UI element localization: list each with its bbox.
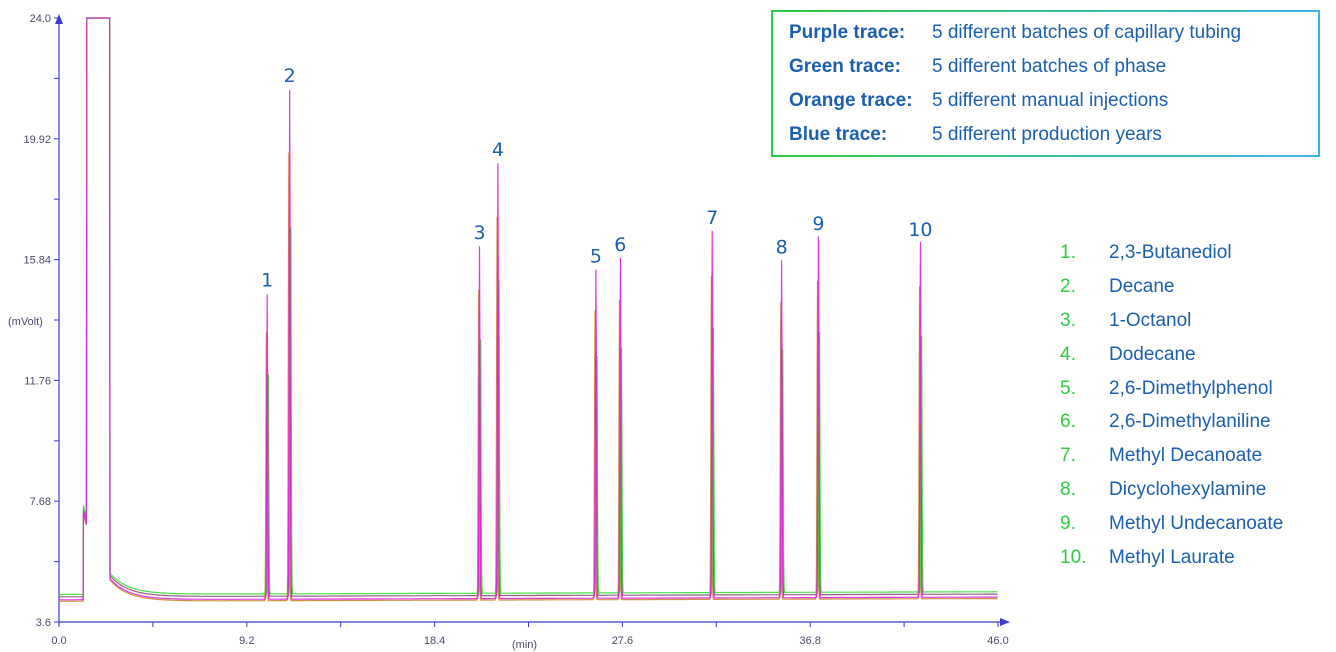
legend-row: Purple trace: 5 different batches of cap… [789, 22, 1318, 56]
x-tick-label: 18.4 [424, 635, 445, 647]
compound-number: 6. [1060, 411, 1076, 433]
compound-name: Methyl Decanoate [1109, 445, 1263, 467]
compound-name: Methyl Laurate [1109, 546, 1235, 568]
compound-item: 8. Dicyclohexylamine [1060, 473, 1330, 507]
y-axis-arrow [55, 14, 63, 24]
compound-item: 5. 2,6-Dimethylphenol [1060, 372, 1330, 406]
compound-name: 2,6-Dimethylphenol [1109, 377, 1273, 399]
compound-name: Dicyclohexylamine [1109, 479, 1267, 501]
compound-number: 1. [1060, 241, 1076, 263]
peak-label: 6 [614, 234, 626, 256]
peak-label: 8 [776, 237, 788, 259]
compound-item: 10. Methyl Laurate [1060, 541, 1330, 575]
trace-line [59, 17, 998, 598]
peak-label: 9 [812, 213, 824, 235]
compound-item: 2. Decane [1060, 270, 1330, 304]
peak-labels: 1 2 3 4 56 7 8 9 10 [261, 65, 932, 291]
y-tick-label: 11.76 [24, 375, 51, 387]
compound-list: 1. 2,3-Butanediol 2. Decane 3. 1-Octanol 4.… [1060, 236, 1330, 575]
y-tick-label: 19.92 [23, 134, 51, 146]
x-tick-label: 46.0 [987, 635, 1008, 647]
peak-label: 3 [473, 222, 485, 244]
compound-item: 6. 2,6-Dimethylaniline [1060, 405, 1330, 439]
compound-number: 3. [1060, 309, 1076, 331]
legend-text: 5 different batches of phase [932, 56, 1167, 77]
legend-row: Green trace: 5 different batches of phas… [789, 56, 1318, 90]
peak-label: 7 [706, 207, 718, 229]
compound-name: 1-Octanol [1109, 309, 1192, 331]
x-axis-label: (min) [512, 639, 537, 651]
compound-item: 1. 2,3-Butanediol [1060, 236, 1330, 270]
trace-legend: Purple trace: 5 different batches of cap… [771, 10, 1320, 157]
chart-axes: 0.0 9.2 18.4 27.6 36.8 46.0 3.6 7.68 11.76 15.84 1… [23, 13, 1010, 647]
compound-number: 2. [1060, 275, 1076, 297]
peak-label: 10 [908, 219, 932, 241]
compound-number: 9. [1060, 513, 1076, 535]
legend-key: Blue trace: [789, 124, 888, 145]
legend-row: Orange trace: 5 different manual injecti… [789, 90, 1318, 124]
legend-row: Blue trace: 5 different production years [789, 124, 1318, 158]
compound-number: 5. [1060, 377, 1076, 399]
peak-label: 1 [261, 269, 273, 291]
y-tick-label: 7.68 [30, 496, 51, 508]
compound-name: Decane [1109, 275, 1175, 297]
y-tick-label: 24.0 [30, 13, 51, 25]
chart-traces [59, 17, 998, 602]
trace-line [59, 17, 998, 602]
x-tick-label: 0.0 [51, 635, 66, 647]
legend-key: Green trace: [789, 56, 901, 77]
legend-key: Orange trace: [789, 90, 913, 111]
compound-item: 4. Dodecane [1060, 338, 1330, 372]
compound-name: Methyl Undecanoate [1109, 513, 1284, 535]
y-tick-label: 3.6 [36, 617, 51, 629]
legend-text: 5 different manual injections [932, 90, 1169, 111]
peak-label: 5 [590, 246, 602, 268]
compound-item: 3. 1-Octanol [1060, 304, 1330, 338]
compound-item: 7. Methyl Decanoate [1060, 439, 1330, 473]
x-axis-arrow [1000, 618, 1010, 626]
compound-number: 10. [1060, 546, 1087, 568]
legend-key: Purple trace: [789, 22, 906, 43]
peak-label: 4 [492, 139, 504, 161]
x-tick-label: 36.8 [799, 635, 820, 647]
chromatogram-chart: 0.0 9.2 18.4 27.6 36.8 46.0 3.6 7.68 11.76 15.84 1… [8, 13, 1010, 651]
compound-name: 2,3-Butanediol [1109, 241, 1232, 263]
compound-item: 9. Methyl Undecanoate [1060, 507, 1330, 541]
y-axis-label: (mVolt) [8, 316, 43, 328]
legend-text: 5 different production years [932, 124, 1162, 145]
trace-line [59, 17, 998, 596]
y-tick-label: 15.84 [23, 255, 51, 267]
compound-number: 4. [1060, 343, 1076, 365]
x-tick-label: 27.6 [612, 635, 633, 647]
legend-text: 5 different batches of capillary tubing [932, 22, 1242, 43]
compound-name: 2,6-Dimethylaniline [1109, 411, 1271, 433]
compound-number: 8. [1060, 479, 1076, 501]
peak-label: 2 [284, 65, 296, 87]
x-tick-label: 9.2 [239, 635, 254, 647]
compound-number: 7. [1060, 445, 1076, 467]
compound-name: Dodecane [1109, 343, 1196, 365]
trace-line [59, 17, 998, 601]
